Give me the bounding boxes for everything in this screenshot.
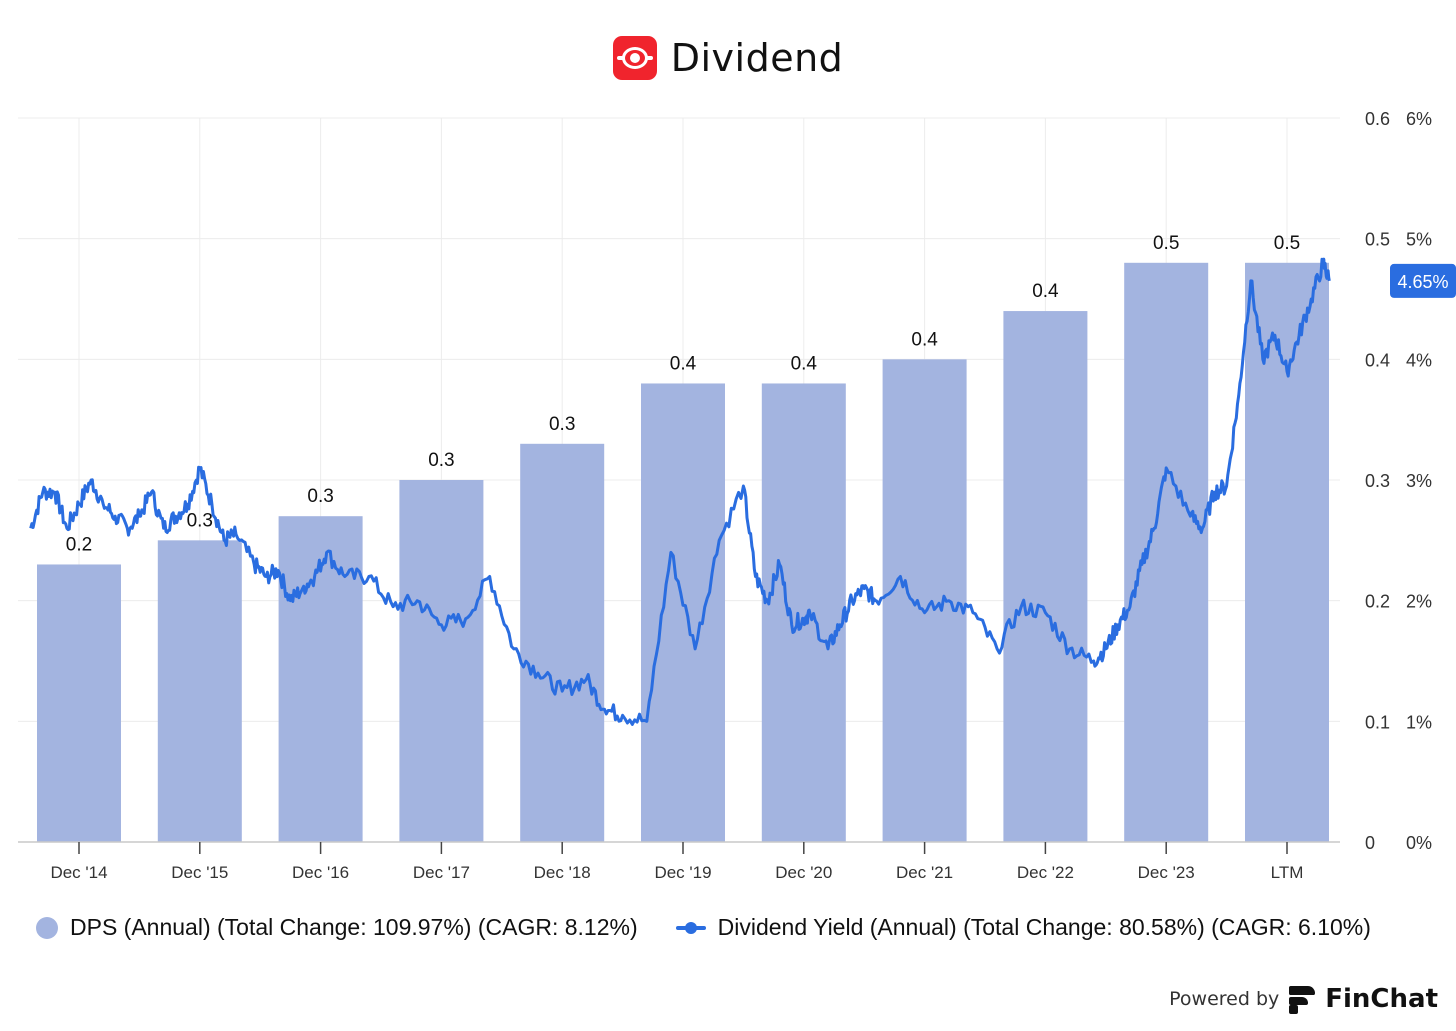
x-tick-label: Dec '20: [775, 863, 832, 882]
dps-bar-value-label: 0.3: [307, 486, 333, 507]
y-left-tick-label: 0.4: [1365, 350, 1390, 370]
x-tick-label: Dec '23: [1138, 863, 1195, 882]
y-right-tick-label: 5%: [1406, 230, 1432, 250]
dividend-chart: 0.2 0.3 0.3 0.3 0.3 0.4 0.4 0.4 0.4 0.5 0.5 0 0% 0.1…: [18, 109, 1456, 882]
dps-bar: [520, 443, 605, 842]
y-right-tick-label: 0%: [1406, 833, 1432, 853]
chart-legend: DPS (Annual) (Total Change: 109.97%) (CA…: [36, 914, 1371, 941]
dps-bar-value-label: 0.4: [1032, 281, 1059, 302]
x-tick-label: Dec '17: [413, 863, 470, 882]
x-tick-label: LTM: [1271, 863, 1304, 882]
finchat-logo-icon: [1287, 984, 1317, 1014]
dps-bar-value-label: 0.4: [911, 329, 938, 350]
line-marker-icon: [675, 917, 706, 939]
current-yield-badge: [1390, 263, 1456, 298]
finchat-dividend-logo-icon: [612, 36, 657, 80]
dps-bar: [1245, 262, 1329, 842]
dps-bar: [1003, 311, 1088, 843]
legend-item-yield[interactable]: Dividend Yield (Annual) (Total Change: 8…: [675, 914, 1371, 941]
dps-bar: [761, 383, 846, 842]
chart-axes: 0 0% 0.1 1% 0.2 2% 0.3 3% 0.4 4% 0.5 5% 0.6 6% Dec '14…: [18, 109, 1432, 882]
x-tick-label: Dec '16: [292, 863, 349, 882]
dps-bar-value-label: 0.3: [187, 510, 213, 531]
dps-bar-value-label: 0.3: [549, 414, 575, 435]
x-tick-label: Dec '14: [50, 863, 107, 882]
y-left-tick-label: 0.5: [1365, 230, 1390, 250]
dividend-yield-line: [29, 257, 1331, 726]
x-tick-label: Dec '21: [896, 863, 953, 882]
dps-bar-value-label: 0.3: [428, 450, 454, 471]
dps-bar: [157, 540, 242, 842]
powered-by-text: Powered by: [1169, 988, 1280, 1010]
dps-bar-value-label: 0.2: [66, 534, 92, 555]
y-right-tick-label: 3%: [1406, 471, 1432, 491]
current-value-badge: 4.65%: [1390, 263, 1456, 298]
dps-bars: [37, 262, 1329, 843]
current-yield-badge-label: 4.65%: [1397, 272, 1448, 292]
dps-bar-value-label: 0.5: [1274, 233, 1300, 254]
legend-item-dps[interactable]: DPS (Annual) (Total Change: 109.97%) (CA…: [36, 914, 638, 941]
x-tick-label: Dec '19: [654, 863, 711, 882]
dps-bar: [882, 359, 967, 842]
dividend-yield-series-line: [29, 257, 1331, 726]
y-right-tick-label: 1%: [1406, 712, 1432, 732]
dps-bar: [37, 564, 121, 842]
y-left-tick-label: 0.6: [1365, 109, 1390, 129]
dps-bar-labels: 0.2 0.3 0.3 0.3 0.3 0.4 0.4 0.4 0.4 0.5 0.5: [66, 233, 1300, 556]
x-tick-label: Dec '18: [534, 863, 591, 882]
chart-header: Dividend: [0, 28, 1456, 88]
dps-bar-value-label: 0.4: [791, 353, 818, 374]
dps-bar-value-label: 0.5: [1153, 233, 1179, 254]
y-left-tick-label: 0: [1365, 833, 1375, 853]
page-title: Dividend: [670, 36, 844, 80]
dps-bar: [1124, 262, 1209, 842]
dps-bar: [399, 480, 484, 842]
y-right-tick-label: 4%: [1406, 350, 1432, 370]
legend-label-yield: Dividend Yield (Annual) (Total Change: 8…: [717, 914, 1371, 940]
powered-by-footer[interactable]: Powered by FinChat: [1169, 984, 1438, 1014]
legend-label-dps: DPS (Annual) (Total Change: 109.97%) (CA…: [70, 914, 638, 940]
y-left-tick-label: 0.3: [1365, 471, 1390, 491]
bar-circle-icon: [36, 916, 58, 939]
y-left-tick-label: 0.1: [1365, 712, 1390, 732]
y-right-tick-label: 2%: [1406, 592, 1432, 612]
x-tick-label: Dec '15: [171, 863, 228, 882]
y-right-tick-label: 6%: [1406, 109, 1432, 129]
y-left-tick-label: 0.2: [1365, 592, 1390, 612]
x-tick-label: Dec '22: [1017, 863, 1074, 882]
brand-name: FinChat: [1325, 984, 1438, 1014]
dps-bar-value-label: 0.4: [670, 353, 697, 374]
dps-bar: [641, 383, 725, 842]
